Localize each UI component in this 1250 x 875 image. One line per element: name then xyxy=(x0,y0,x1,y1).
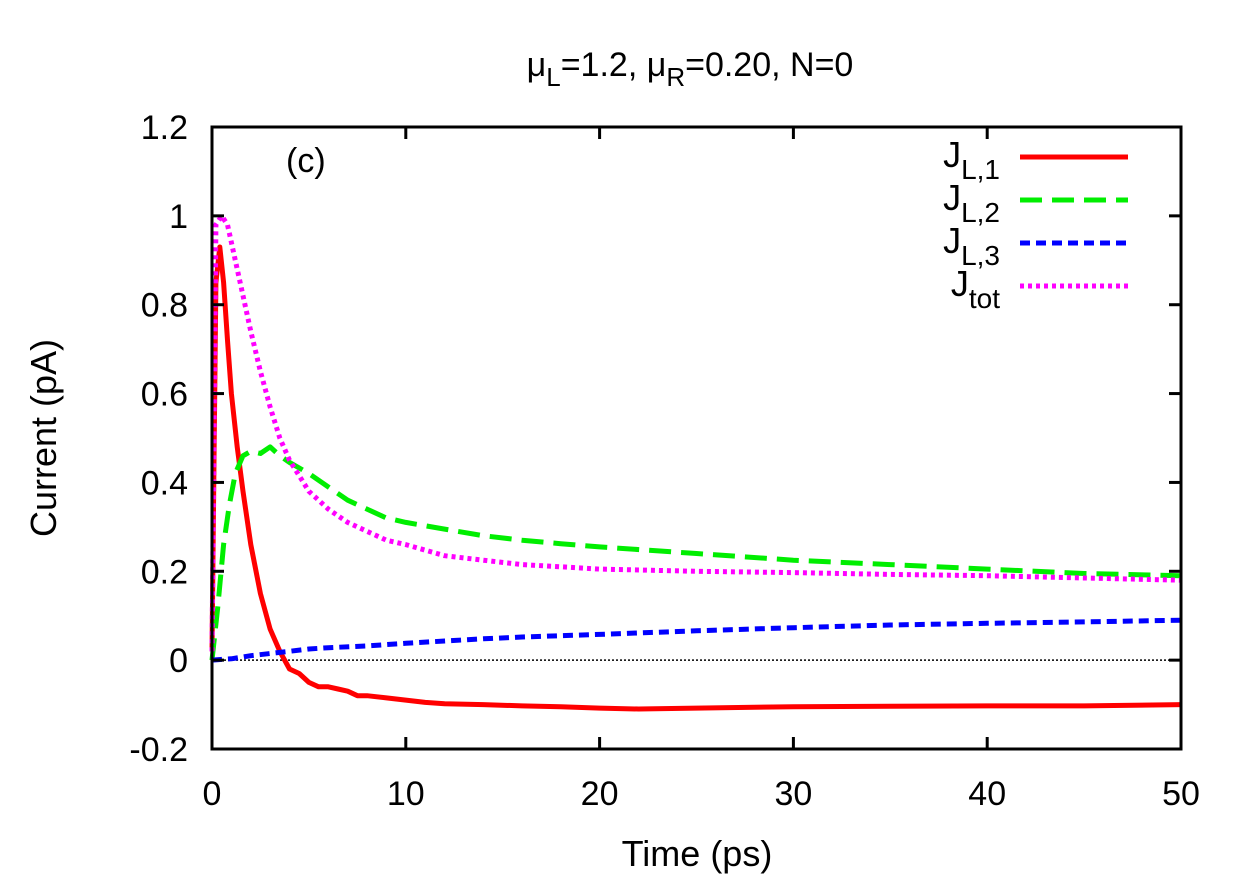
x-axis-label: Time (ps) xyxy=(622,833,773,874)
x-tick-label: 30 xyxy=(774,775,812,813)
ticks-group: 0 10 20 30 40 50 -0.2 0 0.2 0.4 0.6 0.8 1 1.2 xyxy=(129,109,1200,813)
legend-label-j-l-1: JL,1 xyxy=(943,134,1000,185)
y-axis-label: Current (pA) xyxy=(23,339,64,537)
y-tick-label: 1.2 xyxy=(141,109,188,147)
x-tick-label: 50 xyxy=(1162,775,1200,813)
series-line-j-tot xyxy=(209,213,1182,652)
series-group xyxy=(209,213,1182,712)
legend-label-j-l-3: JL,3 xyxy=(943,220,1000,271)
x-tick-label: 20 xyxy=(581,775,619,813)
series-line-j-l-1 xyxy=(209,244,1182,712)
panel-label: (c) xyxy=(286,142,326,180)
y-tick-label: -0.2 xyxy=(129,731,188,769)
x-tick-label: 10 xyxy=(387,775,425,813)
y-tick-label: 1 xyxy=(169,198,188,236)
legend-label-j-l-2: JL,2 xyxy=(943,177,1000,228)
x-tick-label: 40 xyxy=(968,775,1006,813)
series-line-j-l-3 xyxy=(211,617,1182,663)
legend-label-j-tot: Jtot xyxy=(951,263,1000,314)
y-tick-label: 0.6 xyxy=(141,376,188,414)
y-tick-label: 0.2 xyxy=(141,553,188,591)
x-tick-label: 0 xyxy=(203,775,222,813)
plot-frame xyxy=(210,125,1183,751)
y-tick-label: 0.8 xyxy=(141,287,188,325)
y-tick-label: 0.4 xyxy=(141,464,188,502)
chart-title: μL=1.2, μR=0.20, N=0 xyxy=(527,46,854,92)
y-tick-label: 0 xyxy=(169,642,188,680)
series-line-j-l-2 xyxy=(209,444,1182,661)
